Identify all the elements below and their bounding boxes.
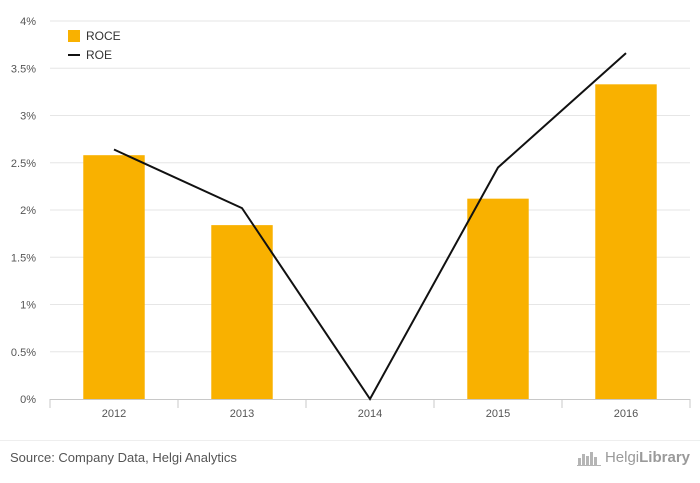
- roce-bar[interactable]: [83, 155, 145, 399]
- skyline-icon: [576, 451, 601, 466]
- roce-bar[interactable]: [211, 225, 273, 399]
- brand-name-regular: Helgi: [604, 449, 640, 466]
- brand-name-bold: Library: [639, 449, 690, 466]
- grid-layer: [50, 20, 690, 353]
- footer-divider: [0, 440, 700, 441]
- y-tick-label: 2%: [20, 205, 36, 217]
- y-tick-label: 2.5%: [11, 158, 36, 170]
- legend[interactable]: ROCE ROE: [68, 29, 121, 62]
- x-tick-label: 2016: [614, 408, 638, 420]
- legend-label-roce[interactable]: ROCE: [86, 29, 121, 43]
- x-tick-label: 2015: [486, 408, 510, 420]
- legend-swatch-roce: [68, 30, 80, 42]
- y-tick-label: 0%: [20, 394, 36, 406]
- legend-label-roe[interactable]: ROE: [86, 48, 112, 62]
- bar-layer: [83, 84, 657, 399]
- y-tick-label: 3%: [20, 111, 36, 123]
- chart-svg: 0% 0.5% 1% 1.5% 2% 2.5% 3% 3.5% 4% 2012 2013 2014 20…: [11, 16, 691, 420]
- y-tick-label: 0.5%: [11, 347, 36, 359]
- x-tick-label: 2013: [230, 408, 254, 420]
- source-note: Source: Company Data, Helgi Analytics: [10, 450, 237, 465]
- y-tick-label: 1.5%: [11, 252, 36, 264]
- roce-bar[interactable]: [467, 198, 529, 399]
- y-tick-label: 4%: [20, 16, 36, 28]
- roe-line[interactable]: [113, 52, 627, 401]
- y-tick-label: 1%: [20, 300, 36, 312]
- y-tick-label: 3.5%: [11, 63, 36, 75]
- x-tick-label: 2012: [102, 408, 126, 420]
- x-tick-label: 2014: [358, 408, 382, 420]
- roce-bar[interactable]: [595, 84, 657, 399]
- line-layer: [113, 52, 627, 401]
- axis-layer: 0% 0.5% 1% 1.5% 2% 2.5% 3% 3.5% 4% 2012 2013 2014 20…: [11, 16, 691, 420]
- brand-logo[interactable]: Helgi Library: [576, 449, 690, 466]
